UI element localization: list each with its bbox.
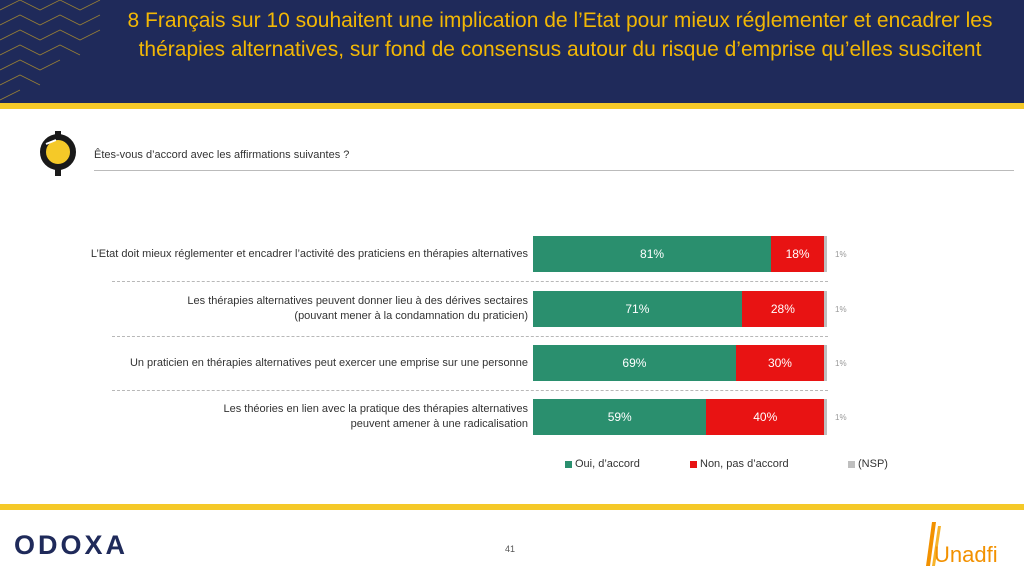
- row-label-line: (pouvant mener à la condamnation du prat…: [294, 310, 528, 322]
- bar-segment-oui: 59%: [533, 399, 707, 435]
- bar-segment-nsp: [824, 399, 827, 435]
- page-number: 41: [505, 544, 516, 554]
- row-label-line: Un praticien en thérapies alternatives p…: [129, 356, 528, 369]
- page-title: 8 Français sur 10 souhaitent une implica…: [127, 9, 993, 61]
- bar-segment-non: 28%: [741, 291, 825, 327]
- data-label: 59%: [607, 410, 632, 424]
- data-label: 28%: [770, 302, 795, 316]
- nsp-data-label: 1%: [835, 250, 847, 259]
- legend-label: Oui, d’accord: [575, 458, 640, 470]
- bar-segment-non: 18%: [771, 236, 825, 272]
- bar-segment-nsp: [824, 236, 827, 272]
- bar-segment-oui: 71%: [533, 291, 742, 327]
- footer-divider: [0, 504, 1024, 510]
- data-label: 40%: [753, 410, 778, 424]
- row-label-line: L’Etat doit mieux réglementer et encadre…: [90, 247, 528, 260]
- data-label: 18%: [785, 247, 810, 261]
- bar-segment-oui: 81%: [533, 236, 772, 272]
- survey-question: Êtes-vous d’accord avec les affirmations…: [94, 149, 350, 161]
- row-separator: [112, 281, 828, 282]
- row-label-2: Les thérapies alternatives peuvent donne…: [40, 294, 528, 324]
- row-label-4: Les théories en lien avec la pratique de…: [40, 402, 528, 432]
- question-mark-icon: [40, 131, 76, 176]
- data-label: 71%: [625, 302, 650, 316]
- legend-label: (NSP): [858, 458, 888, 470]
- bar-segment-nsp: [824, 345, 827, 381]
- unadfi-logo: Unadfi: [926, 522, 998, 567]
- nsp-data-label: 1%: [835, 305, 847, 314]
- bar-segment-oui: 69%: [533, 345, 736, 381]
- row-label-line: Les thérapies alternatives peuvent donne…: [187, 295, 528, 307]
- odoxa-logo: ODOXA: [14, 530, 129, 560]
- legend-swatch: [848, 460, 855, 468]
- header-banner: 8 Français sur 10 souhaitent une implica…: [0, 0, 1024, 103]
- legend-swatch: [565, 460, 572, 468]
- bar-segment-non: 30%: [735, 345, 825, 381]
- legend-item: Non, pas d’accord: [690, 458, 789, 470]
- bar-segment-nsp: [824, 291, 827, 327]
- row-label-1: L’Etat doit mieux réglementer et encadre…: [40, 247, 528, 262]
- row-label-3: Un praticien en thérapies alternatives p…: [40, 356, 528, 371]
- row-separator: [112, 336, 828, 337]
- legend-label: Non, pas d’accord: [700, 458, 789, 470]
- bar-segment-non: 40%: [706, 399, 825, 435]
- data-label: 30%: [767, 356, 792, 370]
- row-label-line: peuvent amener à une radicalisation: [350, 418, 528, 430]
- data-label: 69%: [622, 356, 647, 370]
- svg-text:Unadfi: Unadfi: [934, 542, 998, 567]
- header-pattern-icon: [0, 0, 101, 101]
- row-separator: [112, 390, 828, 391]
- nsp-data-label: 1%: [835, 359, 847, 368]
- row-label-line: Les théories en lien avec la pratique de…: [223, 403, 528, 415]
- legend-swatch: [690, 460, 697, 468]
- nsp-data-label: 1%: [835, 413, 847, 422]
- legend-item: (NSP): [848, 458, 888, 470]
- question-divider: [94, 170, 1014, 171]
- data-label: 81%: [640, 247, 665, 261]
- legend-item: Oui, d’accord: [565, 458, 640, 470]
- header-divider: [0, 103, 1024, 109]
